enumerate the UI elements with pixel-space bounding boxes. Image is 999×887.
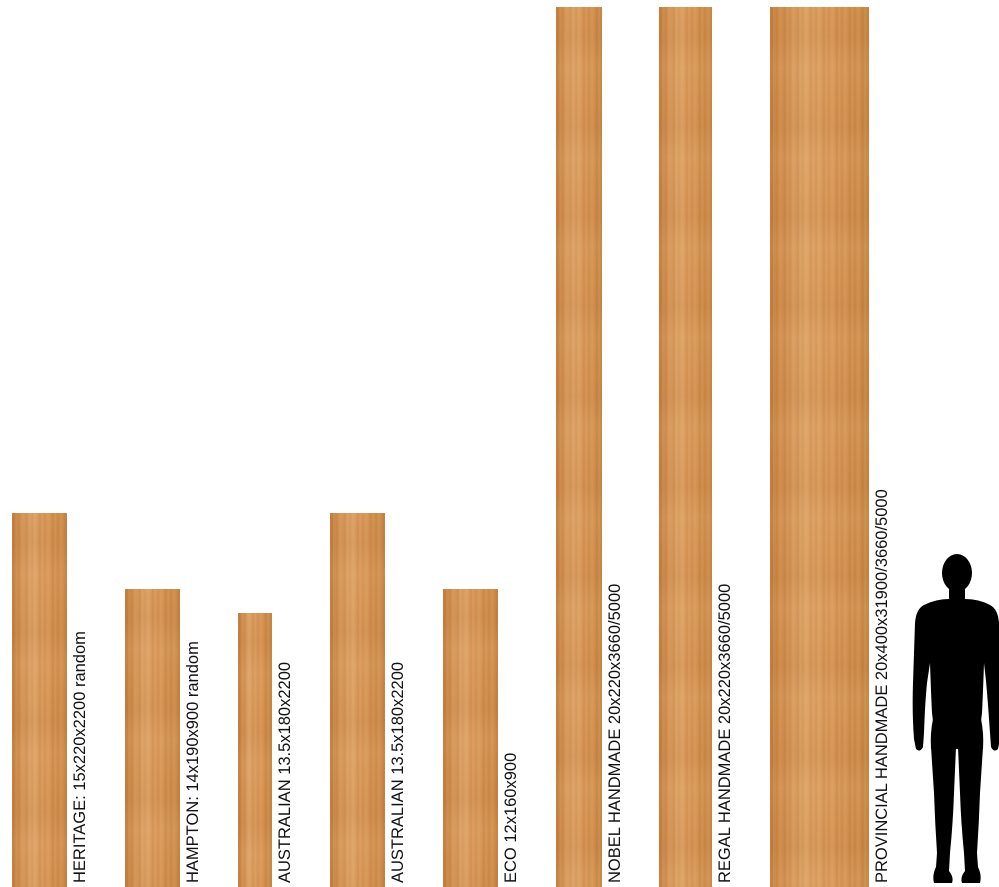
plank-nobel-handmade-label: NOBEL HANDMADE 20x220x3660/5000 bbox=[606, 583, 624, 883]
plank-nobel-handmade bbox=[556, 7, 602, 887]
plank-australian-wide-label: AUSTRALIAN 13.5x180x2200 bbox=[389, 661, 407, 883]
plank-heritage bbox=[12, 513, 67, 887]
plank-australian-short bbox=[238, 613, 272, 887]
plank-australian-wide bbox=[330, 513, 385, 887]
plank-regal-handmade bbox=[659, 7, 712, 887]
plank-provincial-handmade-label: PROVINCIAL HANDMADE 20x400x31900/3660/50… bbox=[873, 489, 891, 883]
plank-eco-label: ECO 12x160x900 bbox=[502, 752, 520, 883]
plank-eco bbox=[443, 589, 498, 887]
plank-australian-short-label: AUSTRALIAN 13.5x180x2200 bbox=[276, 661, 294, 883]
plank-provincial-handmade bbox=[770, 7, 869, 887]
plank-hampton bbox=[125, 589, 180, 887]
human-silhouette-icon bbox=[912, 554, 999, 883]
plank-heritage-label: HERITAGE: 15x220x2200 random bbox=[71, 631, 89, 883]
plank-regal-handmade-label: REGAL HANDMADE 20x220x3660/5000 bbox=[716, 583, 734, 883]
plank-hampton-label: HAMPTON: 14x190x900 random bbox=[184, 641, 202, 883]
